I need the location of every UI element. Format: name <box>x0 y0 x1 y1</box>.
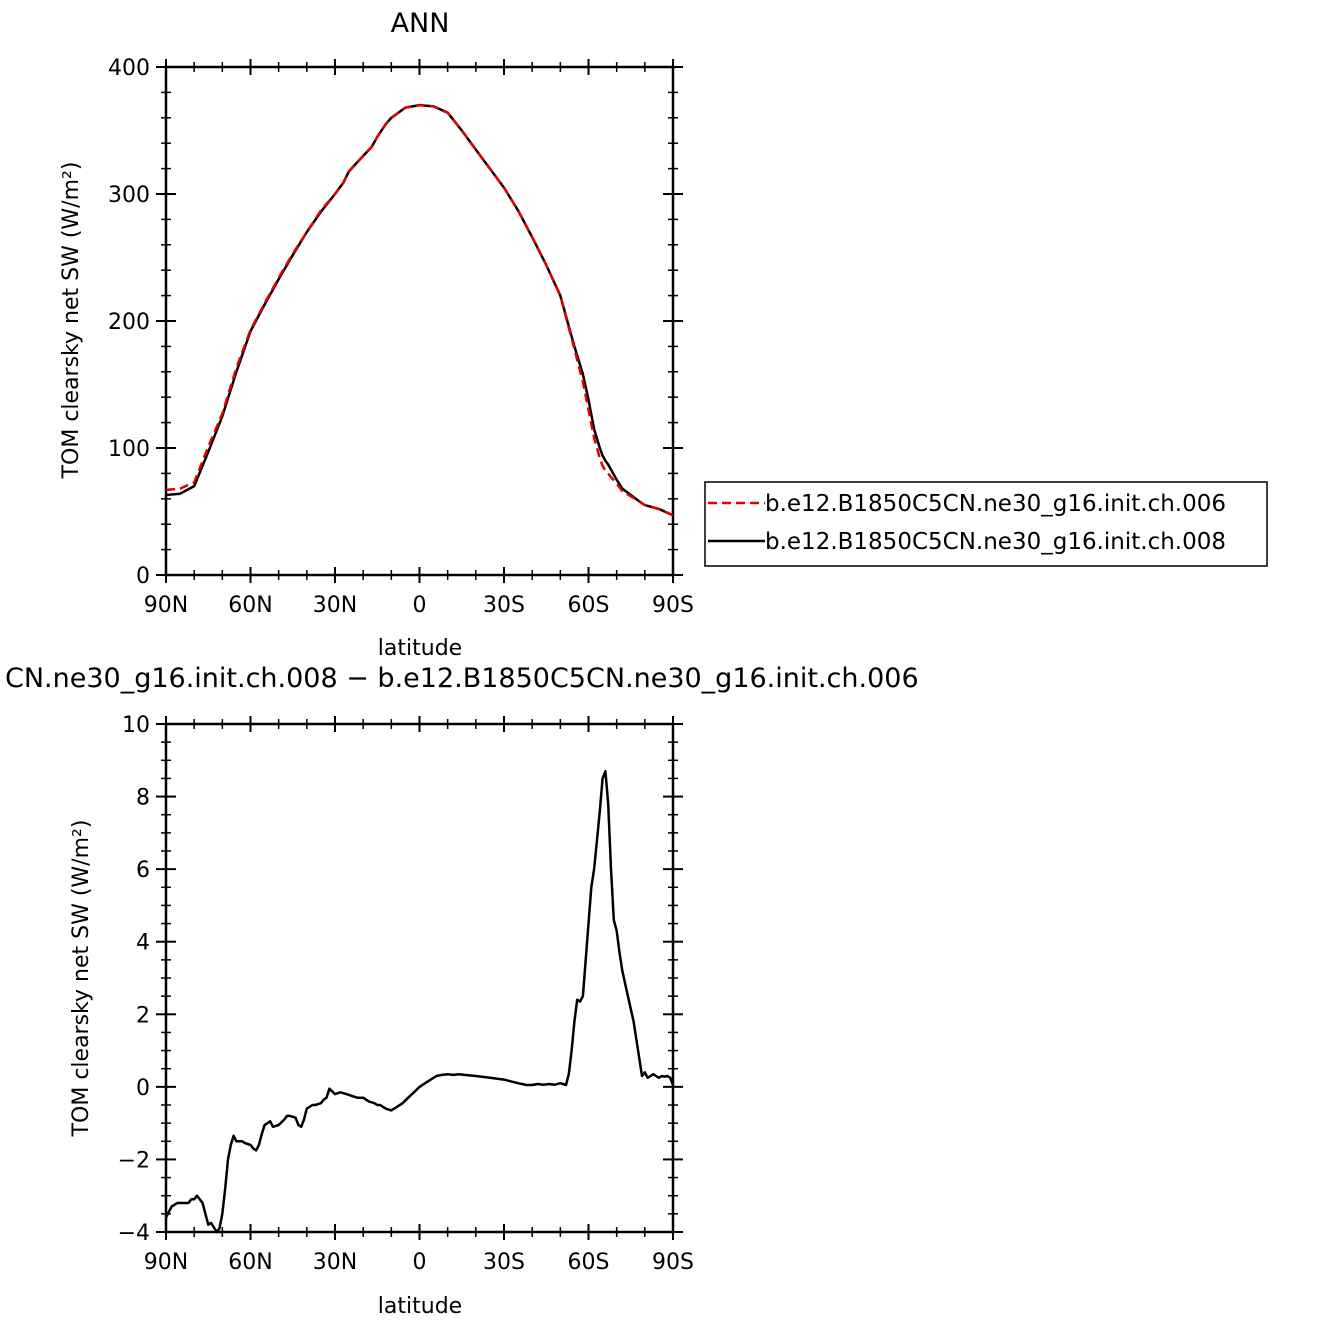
bottom-y-tick-label: 8 <box>136 786 150 811</box>
top-series-line-1 <box>165 103 674 517</box>
top-y-tick-label: 0 <box>136 564 150 589</box>
top-plot-area: 90N 60N 30N 0 30S 60S 90S 0 100 200 300 400 <box>108 56 694 618</box>
bottom-y-tick-label: 4 <box>136 931 150 956</box>
top-xlabel: latitude <box>378 636 462 661</box>
bottom-x-tick-label: 60S <box>568 1250 610 1275</box>
bottom-xlabel: latitude <box>378 1294 462 1319</box>
bottom-y-tick-label: −4 <box>118 1221 150 1246</box>
bottom-y-tick-label: −2 <box>118 1148 150 1173</box>
legend-label-series-008: b.e12.B1850C5CN.ne30_g16.init.ch.008 <box>765 529 1226 555</box>
bottom-x-tick-label: 30N <box>313 1250 357 1275</box>
top-y-tick-label: 100 <box>108 437 150 462</box>
bottom-series-line-0 <box>164 769 675 1234</box>
top-x-tick-label: 90N <box>144 593 188 618</box>
bottom-x-tick-label: 90N <box>144 1250 188 1275</box>
top-x-tick-label: 60N <box>228 593 272 618</box>
top-frame <box>164 65 675 577</box>
top-title: ANN <box>391 8 450 39</box>
top-x-tick-label: 30S <box>483 593 525 618</box>
bottom-panel: CN.ne30_g16.init.ch.008 − b.e12.B1850C5C… <box>5 663 919 1319</box>
bottom-ylabel: TOM clearsky net SW (W/m²) <box>69 820 94 1138</box>
bottom-title: CN.ne30_g16.init.ch.008 − b.e12.B1850C5C… <box>5 663 919 694</box>
top-y-tick-label: 300 <box>108 183 150 208</box>
top-y-tick-label: 200 <box>108 310 150 335</box>
top-panel: ANN 90N 60N 30N 0 30S 60S 90S 0 100 200 300 400 lat… <box>59 8 694 661</box>
bottom-y-tick-label: 2 <box>136 1003 150 1028</box>
bottom-y-tick-label: 10 <box>122 713 150 738</box>
top-x-tick-label: 90S <box>652 593 694 618</box>
top-series-line-0 <box>165 103 674 517</box>
bottom-frame <box>164 722 675 1234</box>
top-y-tick-label: 400 <box>108 56 150 81</box>
legend-label-series-006: b.e12.B1850C5CN.ne30_g16.init.ch.006 <box>765 491 1226 517</box>
top-ylabel: TOM clearsky net SW (W/m²) <box>59 162 84 480</box>
legend-box <box>704 481 1268 567</box>
top-x-tick-label: 0 <box>413 593 427 618</box>
legend: b.e12.B1850C5CN.ne30_g16.init.ch.006 b.e… <box>704 481 1268 567</box>
bottom-x-tick-label: 30S <box>483 1250 525 1275</box>
bottom-y-tick-label: 6 <box>136 858 150 883</box>
bottom-plot-area: 90N 60N 30N 0 30S 60S 90S −4 −2 0 2 4 6 8 10 <box>118 713 694 1275</box>
bottom-x-tick-label: 60N <box>228 1250 272 1275</box>
bottom-y-tick-label: 0 <box>136 1076 150 1101</box>
top-x-tick-label: 30N <box>313 593 357 618</box>
top-x-tick-label: 60S <box>568 593 610 618</box>
bottom-x-tick-label: 0 <box>413 1250 427 1275</box>
bottom-x-tick-label: 90S <box>652 1250 694 1275</box>
